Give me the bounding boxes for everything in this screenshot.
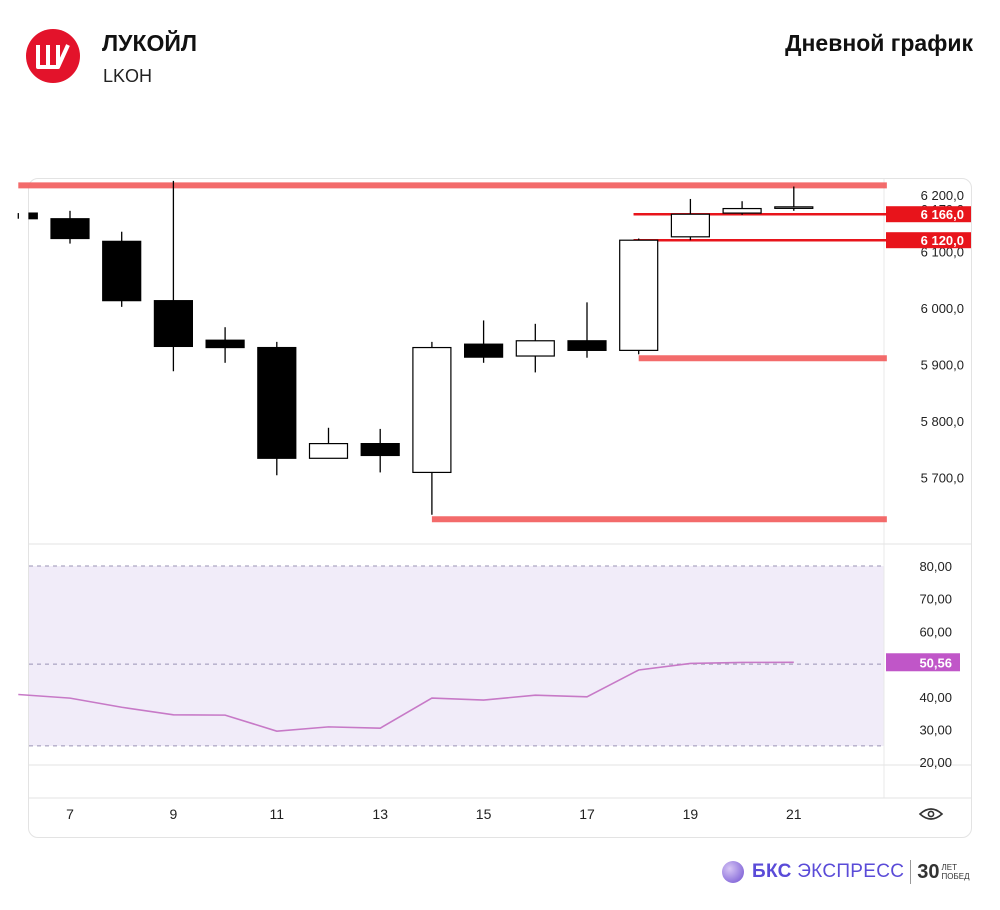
candle <box>412 341 452 515</box>
lukoil-logo-icon <box>26 29 80 83</box>
candle <box>308 427 349 459</box>
footer-anniversary-text: ЛЕТ ПОБЕД <box>942 863 970 881</box>
chart-title: Дневной график <box>785 30 973 56</box>
candle <box>17 212 38 220</box>
price-tick-label: 5 800,0 <box>921 414 964 429</box>
time-tick-label: 19 <box>683 806 699 822</box>
candle-body <box>102 240 142 302</box>
price-tick-label: 5 700,0 <box>921 471 964 486</box>
levels-layer <box>18 182 887 523</box>
rsi-tick-label: 40,00 <box>919 690 952 705</box>
price-tick-label: 6 100,0 <box>921 245 964 260</box>
time-tick-label: 17 <box>579 806 595 822</box>
candle <box>619 238 659 355</box>
footer-brand-rest: ЭКСПРЕСС <box>791 861 905 882</box>
rsi-tick-label: 20,00 <box>919 755 952 770</box>
footer-separator <box>910 860 912 884</box>
candle <box>205 327 245 363</box>
rsi-tick-label: 60,00 <box>919 624 952 639</box>
candle-body <box>774 206 814 209</box>
candle <box>670 198 711 241</box>
candles-layer <box>17 180 814 515</box>
candle-body <box>464 343 504 358</box>
candle-body <box>360 443 400 457</box>
footer-anniversary-line1: ЛЕТ <box>941 863 958 872</box>
candle-body <box>515 340 555 357</box>
candle <box>515 323 555 373</box>
time-axis: 7 9 11 13 15 17 19 21 <box>66 806 802 822</box>
rsi-line <box>18 661 794 732</box>
candle <box>567 302 607 358</box>
candle-body <box>28 212 38 220</box>
price-tick-label: 6 000,0 <box>921 301 964 316</box>
candle-body <box>670 213 711 238</box>
price-tick-label: 6 200,0 <box>921 188 964 203</box>
candle <box>464 320 504 363</box>
company-name: ЛУКОЙЛ <box>102 30 198 56</box>
candle-body <box>722 207 762 214</box>
candle <box>50 210 90 244</box>
time-tick-label: 15 <box>476 806 492 822</box>
candle <box>360 428 400 473</box>
rsi-tick-label: 30,00 <box>919 723 952 738</box>
rsi-value-label: 50,56 <box>919 655 952 670</box>
time-tick-label: 7 <box>66 806 74 822</box>
time-tick-label: 21 <box>786 806 802 822</box>
bks-logo-icon <box>722 861 744 883</box>
level-price-label: 6 166,0 <box>921 207 964 222</box>
rsi-tick-label: 70,00 <box>919 592 952 607</box>
price-axis: 6 200,0 6 100,0 6 000,0 5 900,0 5 800,0 5 700… <box>886 188 971 486</box>
candle-body <box>567 340 607 351</box>
time-tick-label: 11 <box>270 806 285 822</box>
rsi-layer: 80,00 70,00 60,00 40,00 30,00 20,00 50,56 <box>18 559 960 770</box>
level-price-label: 6 120,0 <box>921 233 964 248</box>
candle <box>774 186 814 211</box>
candle-body <box>619 239 659 351</box>
ticker-code: LKOH <box>103 66 153 86</box>
eye-icon[interactable] <box>918 808 944 820</box>
candle <box>257 341 297 476</box>
footer-anniversary-number: 30 <box>917 860 940 883</box>
footer-brand: БКС ЭКСПРЕСС 30 ЛЕТ ПОБЕД <box>722 857 970 887</box>
time-tick-label: 13 <box>372 806 388 822</box>
level-price-badge <box>886 232 971 249</box>
candle-body <box>257 346 297 459</box>
candle <box>102 231 142 307</box>
price-tick-label: 5 900,0 <box>921 358 964 373</box>
candle <box>722 201 762 215</box>
candle-body <box>50 218 90 240</box>
rsi-band <box>29 566 884 746</box>
level-price-badge <box>886 206 971 223</box>
candle-body <box>205 339 245 349</box>
footer-brand-bold: БКС <box>752 861 792 882</box>
rsi-value-badge <box>886 653 960 672</box>
rsi-tick-label: 80,00 <box>919 559 952 574</box>
time-tick-label: 9 <box>170 806 178 822</box>
candle-body <box>308 443 349 459</box>
candle-body <box>153 300 193 348</box>
lukoil-logo-glyph <box>36 44 70 69</box>
candle-body <box>412 346 452 474</box>
candle <box>153 180 193 372</box>
footer-anniversary-line2: ПОБЕД <box>941 872 970 881</box>
footer-brand-name: БКС ЭКСПРЕСС <box>752 861 904 883</box>
